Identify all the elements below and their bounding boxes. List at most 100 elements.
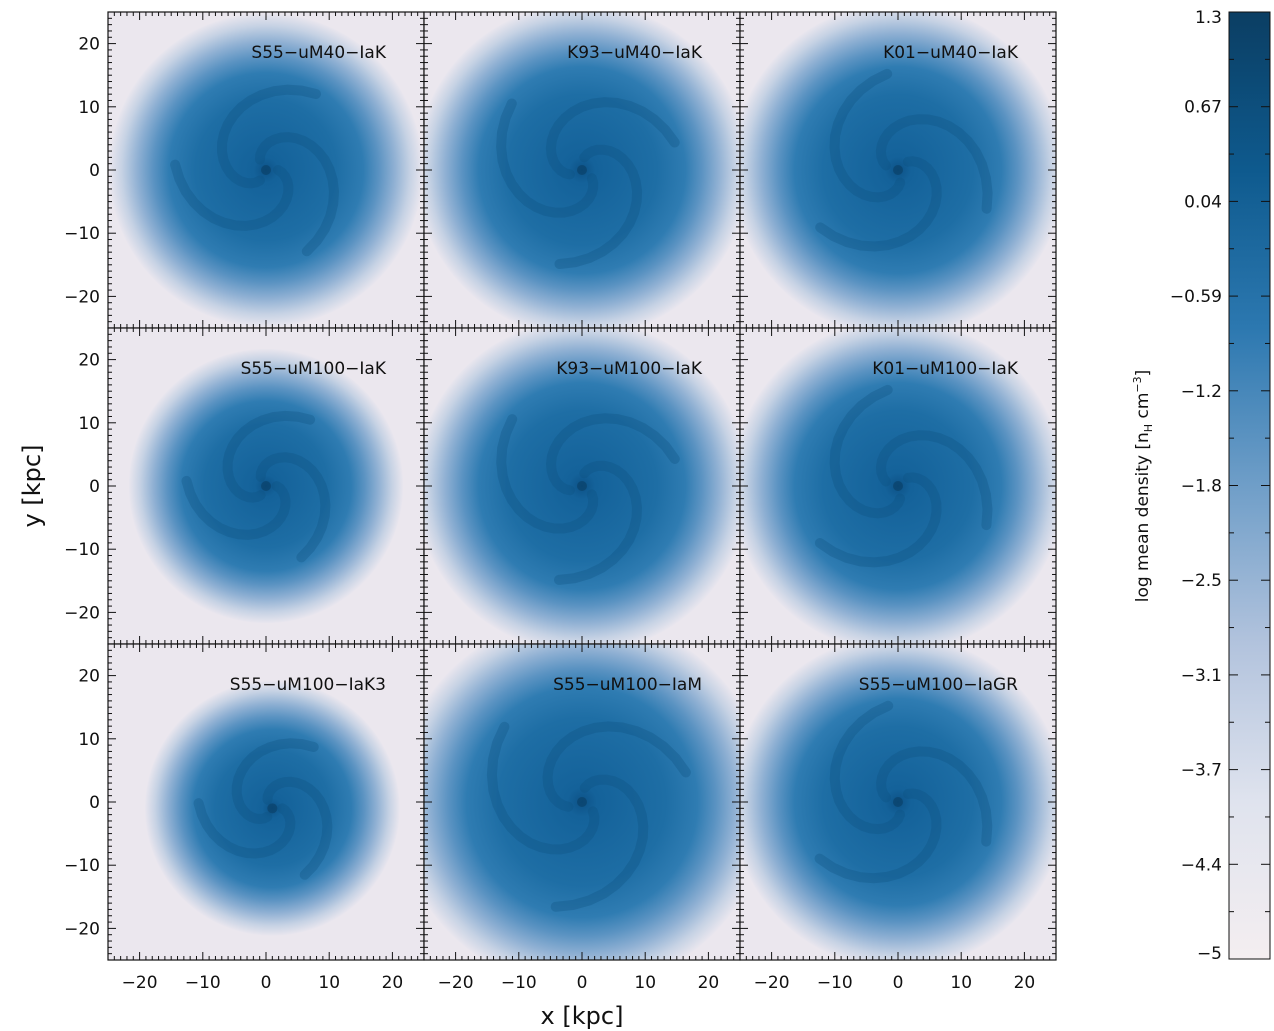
panels-grid: S55−uM40−IaK K93−uM40−IaK K01−uM40−IaK S55−…	[107, 11, 1057, 961]
spiral-arm	[231, 738, 319, 825]
y-tick-label: 10	[78, 730, 100, 750]
spiral-arm	[876, 746, 993, 847]
x-tick-label: 10	[634, 973, 656, 993]
y-tick-label: −10	[64, 540, 100, 560]
colorbar-tick-label: 0.04	[1184, 192, 1222, 212]
spiral-arm	[875, 430, 993, 531]
spiral-arm	[170, 159, 294, 231]
galaxy-core	[577, 165, 587, 175]
spiral-arm	[829, 700, 905, 835]
y-tick-label: 20	[78, 667, 100, 687]
spiral-arm	[875, 114, 993, 214]
colorbar-tick-label: −2.5	[1181, 571, 1222, 591]
spiral-arm	[181, 475, 291, 540]
colorbar-tick-label: −1.8	[1181, 477, 1222, 497]
galaxy-core	[267, 803, 278, 814]
spiral-arm	[814, 472, 942, 568]
y-tick-label: −20	[64, 919, 100, 939]
panel-label: S55−uM100−IaK	[241, 359, 387, 379]
x-tick-label: 0	[893, 973, 904, 993]
spiral-arm	[216, 84, 321, 189]
x-tick-label: −20	[754, 973, 790, 993]
panel-label: S55−uM40−IaK	[251, 43, 386, 63]
colorbar: 1.3 0.67 0.04 −0.59 −1.2 −1.8 −2.5 −3.1 −3.7 −4.4…	[1131, 8, 1271, 964]
spiral-arm	[262, 776, 333, 880]
y-tick-label: 10	[78, 414, 100, 434]
x-tick-label: −20	[438, 973, 474, 993]
colorbar-tick-label: −0.59	[1170, 287, 1222, 307]
colorbar-tick-label: −3.1	[1181, 666, 1222, 686]
spiral-arm	[254, 132, 340, 257]
x-tick-label: 20	[382, 973, 404, 993]
panel: S55−uM100−IaK3	[107, 643, 425, 961]
panel-label: S55−uM100−IaM	[553, 675, 702, 695]
y-tick-label: 20	[78, 351, 100, 371]
x-axis-label: x [kpc]	[541, 1002, 624, 1030]
y-axis-label: y [kpc]	[18, 445, 46, 528]
galaxy-core	[893, 797, 903, 807]
x-tick-label: 0	[577, 973, 588, 993]
x-tick-label: 0	[261, 973, 272, 993]
galaxy-core	[893, 481, 903, 491]
spiral-arm	[554, 144, 643, 269]
spiral-arm	[550, 774, 649, 912]
spiral-arm	[545, 413, 680, 496]
x-tick-label: −10	[501, 973, 537, 993]
spiral-arm	[542, 721, 691, 812]
panel-label: S55−uM100−IaK3	[230, 675, 386, 695]
colorbar-tick-label: 0.67	[1184, 98, 1222, 118]
y-tick-label: 20	[78, 35, 100, 55]
panel-label: S55−uM100−IaGR	[859, 675, 1018, 695]
colorbar-tick-label: −1.2	[1181, 382, 1222, 402]
y-tick-label: −20	[64, 287, 100, 307]
spiral-arm	[829, 384, 906, 519]
x-tick-label: 20	[1014, 973, 1036, 993]
spiral-arm	[496, 414, 599, 534]
panel-label: K93−uM100−IaK	[556, 359, 703, 379]
galaxy-core	[577, 481, 587, 491]
panel-label: K93−uM40−IaK	[567, 43, 703, 63]
galaxy-core	[577, 797, 587, 807]
panel-label: K01−uM100−IaK	[872, 359, 1019, 379]
colorbar-tick-label: −3.7	[1181, 761, 1222, 781]
y-tick-label: 0	[89, 161, 100, 181]
spiral-arm	[814, 788, 942, 884]
y-tick-label: 0	[89, 477, 100, 497]
x-tick-label: −20	[122, 973, 158, 993]
axes-ticks: −20 −10 0 10 20 −20 −10 0 10 20 −20 −10 0 10 20 20 10 0 −1…	[64, 11, 1057, 993]
panel-label: K01−uM40−IaK	[883, 43, 1019, 63]
colorbar-tick-label: −5	[1197, 944, 1222, 964]
colorbar-label: log mean density [nH cm−3]	[1131, 370, 1155, 603]
galaxy-core	[893, 165, 903, 175]
spiral-arm	[486, 721, 600, 855]
panel: K01−uM100−IaK	[739, 327, 1057, 645]
colorbar-tick-label: −4.4	[1181, 855, 1222, 875]
y-tick-label: −10	[64, 856, 100, 876]
x-tick-label: −10	[817, 973, 853, 993]
panel: S55−uM40−IaK	[107, 11, 425, 329]
y-tick-label: 0	[89, 793, 100, 813]
spiral-arm	[496, 98, 599, 218]
panel: S55−uM100−IaK	[107, 327, 425, 645]
panel: K01−uM40−IaK	[739, 11, 1057, 329]
spiral-arm	[829, 68, 906, 203]
spiral-arm	[255, 452, 331, 563]
x-tick-label: −10	[185, 973, 221, 993]
spiral-arm	[222, 410, 316, 503]
galaxy-core	[261, 481, 271, 491]
x-tick-label: 10	[318, 973, 340, 993]
x-tick-label: 20	[698, 973, 720, 993]
galaxy-core	[261, 165, 271, 175]
panel: S55−uM100−IaGR	[739, 643, 1057, 961]
colorbar-ticks: 1.3 0.67 0.04 −0.59 −1.2 −1.8 −2.5 −3.1 −3.7 −4.4…	[1170, 8, 1270, 964]
panel: K93−uM40−IaK	[423, 11, 741, 329]
spiral-arm	[193, 798, 296, 859]
x-tick-label: 10	[950, 973, 972, 993]
spiral-arm	[554, 460, 643, 585]
colorbar-tick-label: 1.3	[1195, 8, 1222, 28]
panel: S55−uM100−IaM	[423, 643, 741, 961]
y-tick-label: −10	[64, 224, 100, 244]
y-tick-label: −20	[64, 603, 100, 623]
spiral-arm	[815, 156, 942, 252]
